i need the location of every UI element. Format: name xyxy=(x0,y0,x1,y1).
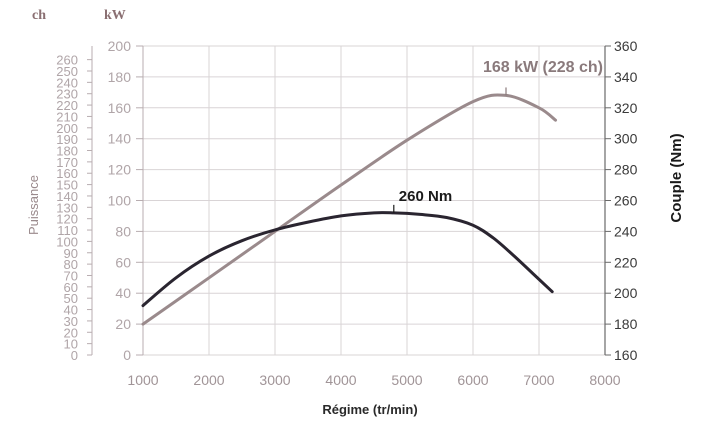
kw-tick-label: 180 xyxy=(108,69,132,85)
power-curve xyxy=(141,93,557,326)
labels: 1000 2000 3000 4000 5000 6000 7000 800002040608… xyxy=(26,38,685,417)
ch-tick-label: 160 xyxy=(56,166,78,181)
torque-tick-label: 260 xyxy=(614,193,638,209)
torque-tick-label: 280 xyxy=(614,162,638,178)
x-tick-label: 8000 xyxy=(589,372,620,388)
kw-tick-label: 20 xyxy=(115,316,131,332)
kw-tick-label: 60 xyxy=(115,254,131,270)
ch-tick-label: 260 xyxy=(56,53,78,68)
torque-tick-label: 300 xyxy=(614,131,638,147)
ch-tick-label: 170 xyxy=(56,155,78,170)
x-tick-label: 5000 xyxy=(391,372,422,388)
x-tick-label: 4000 xyxy=(325,372,356,388)
kw-tick-label: 80 xyxy=(115,223,131,239)
x-tick-label: 7000 xyxy=(523,372,554,388)
unit-header-kw: kW xyxy=(104,8,126,23)
kw-tick-label: 200 xyxy=(108,38,132,54)
torque-tick-label: 160 xyxy=(614,347,638,363)
ch-tick-label: 200 xyxy=(56,121,78,136)
x-tick-label: 1000 xyxy=(127,372,158,388)
torque-tick-label: 200 xyxy=(614,285,638,301)
x-axis-title: Régime (tr/min) xyxy=(322,402,417,417)
ch-tick-label: 30 xyxy=(64,314,78,329)
x-tick-label: 6000 xyxy=(457,372,488,388)
torque-tick-label: 240 xyxy=(614,223,638,239)
torque-tick-label: 220 xyxy=(614,254,638,270)
ch-tick-label: 0 xyxy=(71,348,78,363)
left-axis-title: Puissance xyxy=(26,175,41,235)
ch-tick-label: 130 xyxy=(56,200,78,215)
kw-tick-label: 140 xyxy=(108,131,132,147)
x-tick-label: 2000 xyxy=(193,372,224,388)
ch-tick-label: 10 xyxy=(64,337,78,352)
torque-tick-label: 360 xyxy=(614,38,638,54)
ch-tick-label: 40 xyxy=(64,303,78,318)
unit-header-ch: ch xyxy=(32,8,46,23)
series xyxy=(141,93,557,326)
right-axis-title: Couple (Nm) xyxy=(668,133,685,222)
ch-tick-label: 190 xyxy=(56,132,78,147)
torque-peak-label: 260 Nm xyxy=(399,188,452,205)
ch-tick-label: 150 xyxy=(56,178,78,193)
ch-tick-label: 250 xyxy=(56,64,78,79)
power-peak-label: 168 kW (228 ch) xyxy=(483,59,603,76)
kw-tick-label: 100 xyxy=(108,193,132,209)
ch-tick-label: 50 xyxy=(64,291,78,306)
ch-tick-label: 110 xyxy=(57,223,78,238)
kw-tick-label: 0 xyxy=(123,347,131,363)
kw-tick-label: 120 xyxy=(108,162,132,178)
x-tick-label: 3000 xyxy=(259,372,290,388)
ch-tick-label: 20 xyxy=(64,325,78,340)
ch-tick-label: 220 xyxy=(56,98,78,113)
ch-tick-label: 120 xyxy=(56,212,78,227)
ch-tick-label: 140 xyxy=(56,189,78,204)
torque-tick-label: 180 xyxy=(614,316,638,332)
ch-tick-label: 70 xyxy=(64,268,78,283)
grid xyxy=(142,45,606,356)
ch-tick-label: 210 xyxy=(56,109,78,124)
kw-tick-label: 160 xyxy=(108,100,132,116)
ch-tick-label: 180 xyxy=(56,144,78,159)
ch-tick-label: 100 xyxy=(56,234,78,249)
ch-tick-label: 90 xyxy=(64,246,78,261)
axes xyxy=(87,45,611,356)
ch-tick-label: 230 xyxy=(56,87,78,102)
ch-tick-label: 80 xyxy=(64,257,78,272)
torque-tick-label: 340 xyxy=(614,69,638,85)
kw-tick-label: 40 xyxy=(115,285,131,301)
ch-tick-label: 60 xyxy=(64,280,78,295)
torque-curve xyxy=(141,211,554,308)
ch-tick-label: 240 xyxy=(56,75,78,90)
torque-tick-label: 320 xyxy=(614,100,638,116)
